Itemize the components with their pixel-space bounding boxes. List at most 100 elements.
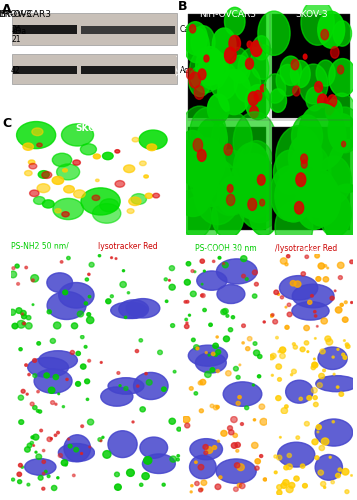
Circle shape	[227, 426, 232, 430]
Circle shape	[206, 52, 229, 84]
Circle shape	[218, 70, 251, 114]
Text: SKOV-3: SKOV-3	[76, 124, 113, 132]
Circle shape	[17, 282, 20, 285]
Circle shape	[100, 362, 102, 364]
Circle shape	[37, 342, 40, 345]
Circle shape	[178, 130, 206, 169]
Circle shape	[315, 82, 322, 92]
Circle shape	[199, 409, 203, 412]
Circle shape	[236, 450, 239, 452]
Circle shape	[323, 486, 326, 488]
Circle shape	[215, 484, 221, 490]
Circle shape	[211, 112, 252, 168]
Circle shape	[198, 69, 206, 80]
Circle shape	[218, 256, 221, 259]
Circle shape	[248, 198, 257, 210]
Text: C: C	[2, 117, 11, 130]
Circle shape	[313, 396, 317, 400]
Circle shape	[92, 204, 121, 223]
Circle shape	[62, 168, 67, 172]
Ellipse shape	[140, 437, 168, 458]
Circle shape	[326, 100, 342, 122]
Circle shape	[226, 48, 249, 80]
Circle shape	[23, 322, 25, 324]
Circle shape	[127, 208, 134, 214]
Circle shape	[337, 262, 344, 268]
Circle shape	[176, 458, 179, 461]
Circle shape	[196, 46, 224, 85]
Title: NIH-OVCAR3: NIH-OVCAR3	[33, 248, 72, 252]
Circle shape	[12, 266, 15, 270]
Circle shape	[260, 199, 265, 206]
Ellipse shape	[278, 442, 315, 467]
Circle shape	[12, 324, 18, 329]
Circle shape	[76, 352, 80, 356]
Circle shape	[248, 92, 258, 106]
Circle shape	[333, 374, 335, 375]
Circle shape	[235, 442, 240, 448]
Circle shape	[25, 364, 27, 366]
Circle shape	[188, 314, 191, 316]
Circle shape	[193, 154, 231, 206]
Ellipse shape	[142, 454, 175, 473]
Text: lysotracker Red: lysotracker Red	[98, 242, 157, 251]
Circle shape	[301, 168, 336, 218]
Text: 15 min: 15 min	[1, 158, 10, 184]
Circle shape	[27, 443, 32, 448]
Circle shape	[127, 469, 134, 476]
Circle shape	[135, 350, 139, 352]
Circle shape	[115, 484, 121, 490]
Ellipse shape	[223, 382, 262, 406]
Circle shape	[205, 352, 207, 354]
Circle shape	[74, 448, 79, 452]
Circle shape	[21, 390, 25, 393]
Circle shape	[323, 276, 329, 282]
Circle shape	[190, 48, 222, 93]
Circle shape	[144, 456, 152, 464]
Circle shape	[189, 66, 211, 96]
Circle shape	[162, 483, 165, 486]
Circle shape	[67, 438, 70, 440]
Ellipse shape	[59, 282, 94, 308]
Circle shape	[283, 480, 289, 486]
Circle shape	[311, 294, 313, 297]
Circle shape	[32, 406, 37, 409]
Circle shape	[292, 115, 322, 158]
Circle shape	[87, 312, 91, 316]
Ellipse shape	[25, 458, 56, 475]
Circle shape	[21, 313, 24, 315]
Circle shape	[201, 488, 203, 490]
Circle shape	[115, 258, 117, 260]
Circle shape	[33, 374, 37, 378]
Ellipse shape	[292, 302, 329, 320]
Bar	[188, 14, 266, 118]
Circle shape	[40, 429, 42, 432]
Circle shape	[196, 347, 199, 350]
Circle shape	[345, 343, 349, 346]
Circle shape	[277, 378, 281, 382]
Circle shape	[331, 480, 335, 484]
Circle shape	[89, 446, 91, 448]
Text: B: B	[178, 0, 187, 14]
Circle shape	[144, 175, 149, 178]
Circle shape	[203, 270, 205, 272]
Circle shape	[42, 450, 45, 452]
Circle shape	[57, 432, 59, 434]
Circle shape	[175, 140, 206, 182]
Circle shape	[306, 87, 323, 111]
Circle shape	[296, 436, 300, 440]
Circle shape	[139, 130, 167, 150]
Circle shape	[328, 93, 356, 132]
Circle shape	[311, 388, 317, 393]
Circle shape	[292, 342, 295, 345]
Circle shape	[65, 464, 67, 466]
Circle shape	[206, 446, 213, 454]
Circle shape	[280, 436, 281, 438]
Circle shape	[299, 397, 302, 400]
Circle shape	[277, 293, 280, 296]
Circle shape	[294, 476, 299, 481]
Circle shape	[74, 190, 85, 198]
Circle shape	[351, 302, 353, 304]
Circle shape	[253, 36, 270, 60]
Circle shape	[174, 162, 213, 216]
